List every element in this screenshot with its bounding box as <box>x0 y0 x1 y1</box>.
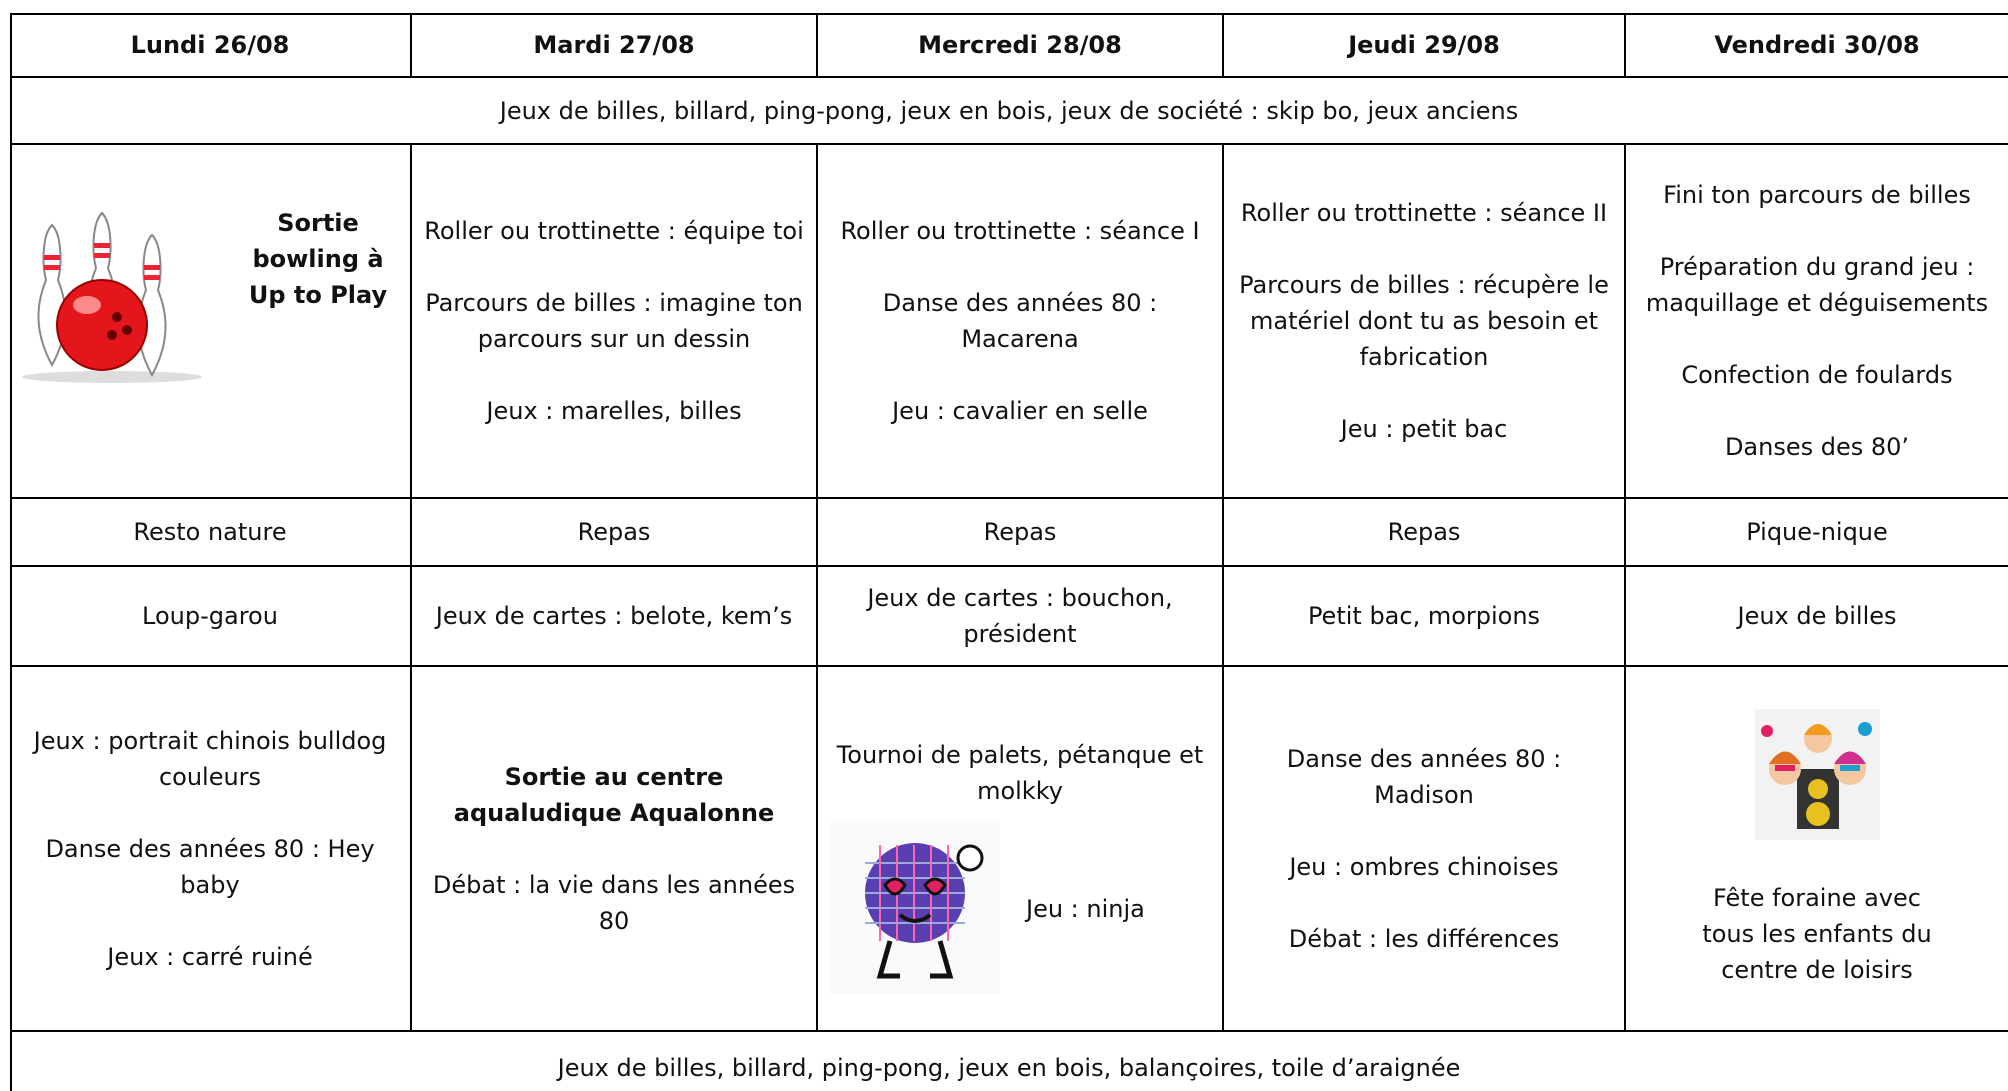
activity-text: Roller ou trottinette : équipe toi <box>424 217 804 245</box>
activity-text: Jeu : cavalier en selle <box>892 397 1148 425</box>
activity-cell: Jeux : portrait chinois bulldog couleurs… <box>10 667 412 1032</box>
header-cell: Lundi 26/08 <box>10 13 412 78</box>
activity-text: Sortie bowling à Up to Play <box>248 209 388 309</box>
activity-text: Loup-garou <box>142 602 278 630</box>
activity-text: Débat : les différences <box>1288 924 1560 953</box>
activity-cell: Fête foraine avec tous les enfants du ce… <box>1626 667 2008 1032</box>
lunch-text: Repas <box>1387 518 1461 546</box>
activity-text: Fête foraine avec tous les enfants du ce… <box>1702 884 1932 984</box>
activity-text: Préparation du grand jeu : maquillage et… <box>1645 253 1989 317</box>
lunch-cell: Repas <box>818 499 1224 567</box>
activity-cell: Jeux de cartes : bouchon, président <box>818 567 1224 667</box>
activity-text: Jeu : petit bac <box>1340 415 1508 443</box>
activity-cell: Sortie au centre aqualudique Aqualonne Dé… <box>412 667 818 1032</box>
day-header: Mercredi 28/08 <box>918 30 1122 59</box>
activity-text: Sortie au centre aqualudique Aqualonne <box>453 762 775 827</box>
image-row: Jeu : ninja <box>830 823 1210 994</box>
banner-cell: Jeux de billes, billard, ping-pong, jeux… <box>10 78 2008 145</box>
lunch-cell: Repas <box>412 499 818 567</box>
activity-cell: Sortie bowling à Up to Play <box>10 145 412 499</box>
table-frame <box>10 13 2008 1091</box>
header-cell: Mercredi 28/08 <box>818 13 1224 78</box>
activity-text: Danse des années 80 : Macarena <box>882 289 1158 353</box>
activity-cell: Jeux de billes <box>1626 567 2008 667</box>
activity-text: Confection de foulards <box>1681 361 1953 389</box>
activity-text: Débat : la vie dans les années 80 <box>432 870 796 935</box>
activity-text: Danse des années 80 : Madison <box>1286 744 1562 809</box>
kids-image <box>1754 709 1880 840</box>
lunch-text: Repas <box>983 518 1057 546</box>
day-header: Jeudi 29/08 <box>1348 30 1500 59</box>
activity-cell: Tournoi de palets, pétanque et molkky Jeu… <box>818 667 1224 1032</box>
activity-text: Jeu : ombres chinoises <box>1289 852 1559 881</box>
banner-text: Jeux de billes, billard, ping-pong, jeux… <box>499 96 1519 125</box>
banner-cell: Jeux de billes, billard, ping-pong, jeux… <box>10 1032 2008 1091</box>
lunch-cell: Pique-nique <box>1626 499 2008 567</box>
activity-text: Tournoi de palets, pétanque et molkky <box>836 741 1204 805</box>
activity-cell: Loup-garou <box>10 567 412 667</box>
lunch-cell: Repas <box>1224 499 1626 567</box>
activity-cell: Roller ou trottinette : séance I Danse de… <box>818 145 1224 499</box>
day-header: Vendredi 30/08 <box>1714 30 1920 59</box>
header-cell: Jeudi 29/08 <box>1224 13 1626 78</box>
activity-text: Fini ton parcours de billes <box>1663 181 1971 209</box>
activity-text: Jeux de billes <box>1737 602 1897 630</box>
activity-text: Jeux de cartes : bouchon, président <box>867 584 1173 648</box>
activity-text: Jeux : marelles, billes <box>486 397 742 425</box>
activity-text: Jeu : ninja <box>1026 894 1145 923</box>
activity-text: Petit bac, morpions <box>1307 602 1541 630</box>
lunch-text: Resto nature <box>133 518 287 546</box>
day-header: Mardi 27/08 <box>533 30 695 59</box>
activity-text: Danse des années 80 : Hey baby <box>45 834 375 899</box>
activity-text: Roller ou trottinette : séance I <box>840 217 1200 245</box>
activity-text: Roller ou trottinette : séance II <box>1240 199 1608 227</box>
activity-cell: Danse des années 80 : Madison Jeu : ombre… <box>1224 667 1626 1032</box>
activity-text: Jeux de cartes : belote, kem’s <box>435 602 793 630</box>
activity-text: Parcours de billes : récupère le matérie… <box>1239 271 1609 371</box>
header-cell: Vendredi 30/08 <box>1626 13 2008 78</box>
activity-text: Danses des 80’ <box>1724 433 1910 461</box>
lunch-text: Pique-nique <box>1746 518 1888 546</box>
lunch-text: Repas <box>577 518 651 546</box>
activity-cell: Jeux de cartes : belote, kem’s <box>412 567 818 667</box>
activity-cell: Roller ou trottinette : équipe toi Parcou… <box>412 145 818 499</box>
activity-text: Jeux : portrait chinois bulldog couleurs <box>33 726 387 791</box>
activity-cell: Petit bac, morpions <box>1224 567 1626 667</box>
header-cell: Mardi 27/08 <box>412 13 818 78</box>
disco-image <box>830 823 1000 994</box>
day-header: Lundi 26/08 <box>130 30 290 59</box>
bowling-image <box>22 211 202 383</box>
activity-cell: Fini ton parcours de billes Préparation d… <box>1626 145 2008 499</box>
activity-text: Jeux : carré ruiné <box>107 942 313 971</box>
activity-text: Parcours de billes : imagine ton parcour… <box>425 289 803 353</box>
banner-text: Jeux de billes, billard, ping-pong, jeux… <box>557 1054 1461 1082</box>
lunch-cell: Resto nature <box>10 499 412 567</box>
activity-cell: Roller ou trottinette : séance II Parcour… <box>1224 145 1626 499</box>
